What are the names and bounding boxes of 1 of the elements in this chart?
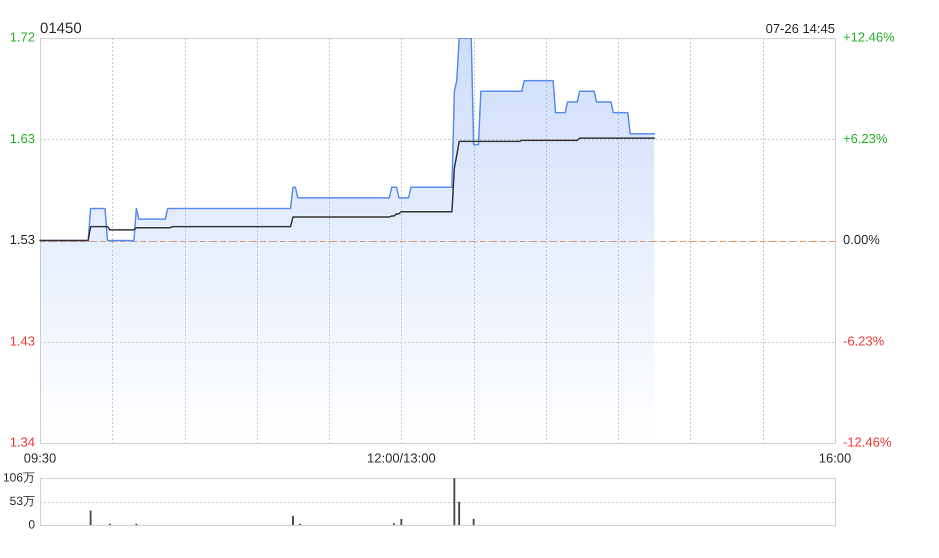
y-tick-label: 0 xyxy=(28,517,36,532)
